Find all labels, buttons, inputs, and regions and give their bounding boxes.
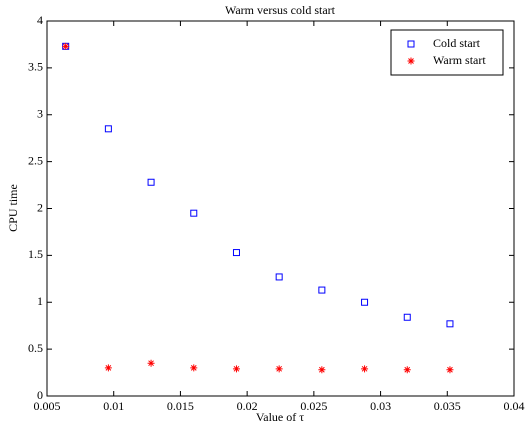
point: [318, 366, 326, 374]
chart-title: Warm versus cold start: [225, 3, 336, 17]
point: [403, 366, 411, 374]
point: [275, 365, 283, 373]
legend-label: Cold start: [433, 36, 481, 50]
point: [104, 364, 112, 372]
point: [446, 320, 454, 328]
point: [190, 209, 198, 217]
legend-box: [390, 29, 504, 76]
point: [361, 365, 369, 373]
point: [104, 125, 112, 133]
y-tick-label: 2: [37, 200, 43, 214]
y-tick-label: 3.5: [28, 60, 43, 74]
point: [403, 313, 411, 321]
x-tick-label: 0.035: [434, 399, 461, 413]
x-tick-label: 0.005: [34, 399, 61, 413]
point: [190, 364, 198, 372]
y-tick-label: 4: [37, 13, 43, 27]
y-axis-label: CPU time: [6, 184, 20, 232]
legend-marker: [407, 40, 415, 48]
point: [232, 249, 240, 257]
point: [62, 42, 70, 50]
point: [361, 298, 369, 306]
legend-label: Warm start: [433, 53, 486, 67]
y-tick-label: 3: [37, 107, 43, 121]
point: [232, 365, 240, 373]
y-tick-label: 2.5: [28, 153, 43, 167]
y-tick-label: 0: [37, 388, 43, 402]
y-tick-label: 0.5: [28, 341, 43, 355]
x-tick-label: 0.02: [237, 399, 258, 413]
y-tick-label: 1: [37, 294, 43, 308]
point: [275, 273, 283, 281]
point: [318, 286, 326, 294]
x-tick-label: 0.04: [504, 399, 525, 413]
point: [147, 359, 155, 367]
x-tick-label: 0.015: [167, 399, 194, 413]
point: [446, 366, 454, 374]
x-tick-label: 0.025: [300, 399, 327, 413]
x-tick-label: 0.01: [103, 399, 124, 413]
point: [147, 178, 155, 186]
y-tick-label: 1.5: [28, 247, 43, 261]
x-axis-label: Value of τ: [256, 410, 304, 424]
legend-marker: [407, 57, 415, 65]
x-tick-label: 0.03: [370, 399, 391, 413]
